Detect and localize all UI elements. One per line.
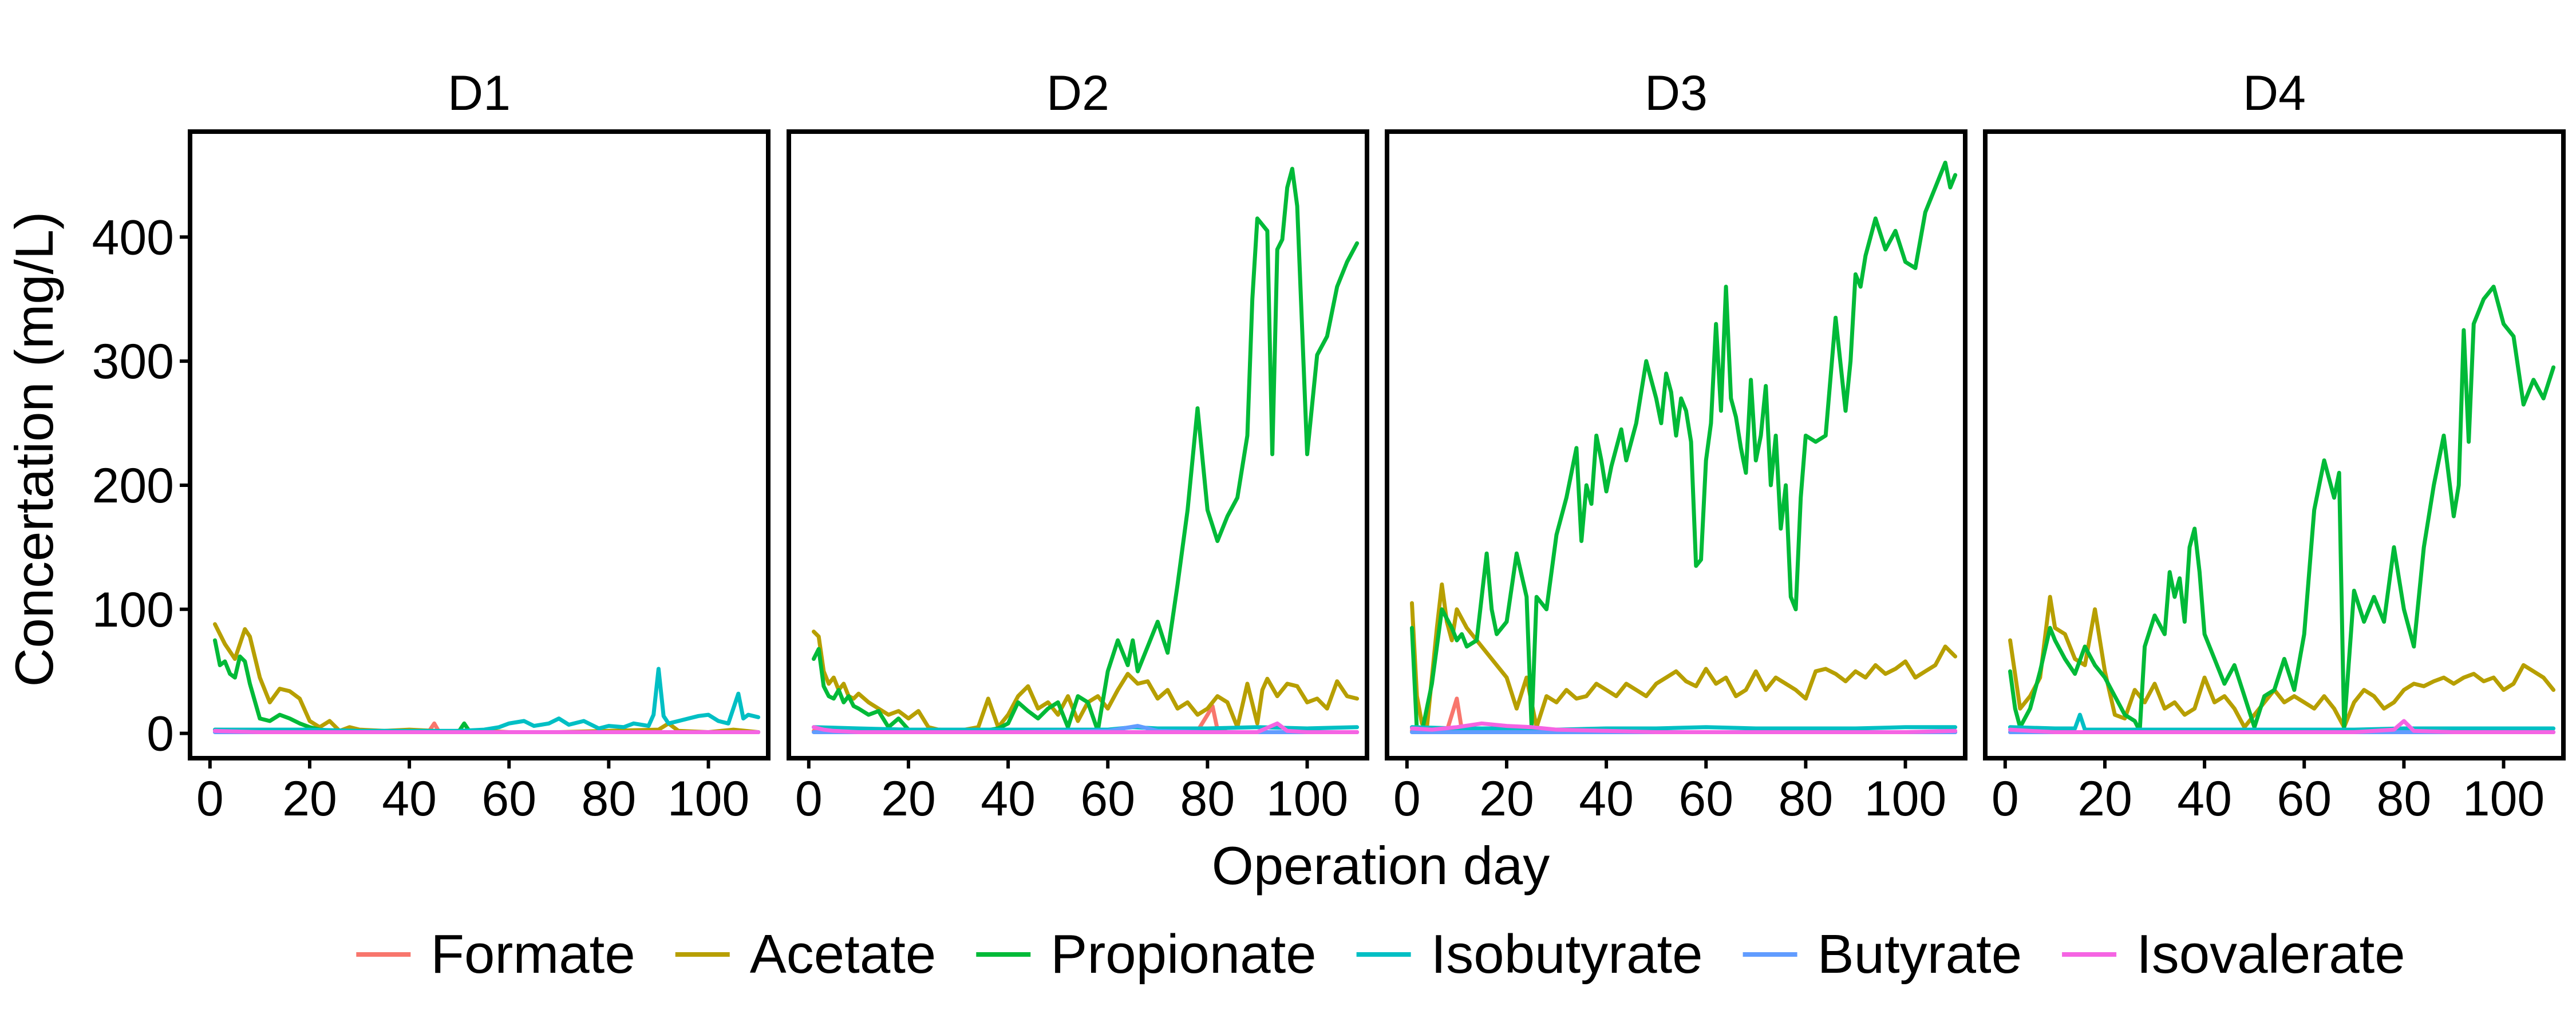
legend-label: Butyrate (1818, 924, 2022, 985)
x-tick-label: 60 (1080, 771, 1135, 826)
series-line-acetate (213, 622, 761, 734)
y-tick-label: 100 (92, 583, 175, 637)
panel-frame (787, 129, 1369, 760)
x-tick-label: 80 (1180, 771, 1235, 826)
x-tick-label: 40 (981, 771, 1036, 826)
panel-d2: D2 0 20 40 60 80 100 (787, 66, 1369, 826)
legend-item-acetate: Acetate (675, 924, 937, 985)
legend-label: Isobutyrate (1431, 924, 1703, 985)
panel-d1: D1 0 20 40 60 80 100 0 100 200 300 400 (92, 66, 771, 826)
x-tick-label: 100 (1266, 771, 1349, 826)
legend-label: Isovalerate (2136, 924, 2405, 985)
panel-d3: D3 0 20 40 60 80 100 (1385, 66, 1967, 826)
y-axis-label: Concertation (mg/L) (4, 212, 64, 687)
series-line-propionate (812, 167, 1360, 734)
x-tick-label: 0 (1393, 771, 1421, 826)
panel-d4: D4 0 20 40 60 80 100 (1983, 66, 2566, 826)
panel-frame (1983, 129, 2566, 760)
series-line-acetate (2008, 595, 2556, 730)
x-tick-label: 60 (481, 771, 536, 826)
legend-item-propionate: Propionate (976, 924, 1317, 985)
y-tick-label: 400 (92, 210, 175, 265)
series-line-isovalerate (812, 721, 1360, 734)
x-axis-label: Operation day (1212, 835, 1550, 896)
x-tick-label: 100 (667, 771, 750, 826)
x-tick-label: 40 (382, 771, 437, 826)
x-tick-label: 40 (2177, 771, 2232, 826)
x-tick-label: 100 (1864, 771, 1947, 826)
x-tick-label: 0 (1992, 771, 2019, 826)
legend-item-formate: Formate (356, 924, 635, 985)
legend-label: Propionate (1050, 924, 1316, 985)
x-tick-label: 80 (1779, 771, 1834, 826)
x-tick-label: 60 (2277, 771, 2332, 826)
x-tick-label: 20 (2077, 771, 2132, 826)
panel-title: D2 (1046, 66, 1109, 121)
y-tick-label: 200 (92, 458, 175, 513)
x-tick-label: 100 (2463, 771, 2545, 826)
series-line-propionate (1410, 160, 1958, 734)
series-line-acetate (812, 629, 1360, 733)
x-tick-label: 40 (1579, 771, 1634, 826)
x-tick-label: 20 (1479, 771, 1534, 826)
panel-frame (1385, 129, 1967, 760)
panel-title: D4 (2243, 66, 2306, 121)
series-line-acetate (1410, 582, 1958, 730)
y-tick-label: 300 (92, 334, 175, 389)
series-line-propionate (213, 638, 761, 734)
legend-item-isobutyrate: Isobutyrate (1356, 924, 1703, 985)
series-line-isobutyrate (2008, 712, 2556, 732)
x-tick-label: 0 (795, 771, 823, 826)
x-tick-label: 60 (1678, 771, 1733, 826)
x-tick-label: 80 (2377, 771, 2432, 826)
y-tick-label: 0 (147, 707, 174, 762)
legend-item-isovalerate: Isovalerate (2062, 924, 2405, 985)
series-line-isovalerate (213, 728, 761, 734)
x-tick-label: 20 (881, 771, 936, 826)
x-tick-label: 0 (196, 771, 224, 826)
x-tick-label: 80 (582, 771, 637, 826)
panel-frame (188, 129, 771, 760)
legend-label: Acetate (750, 924, 937, 985)
legend-item-butyrate: Butyrate (1743, 924, 2022, 985)
legend-label: Formate (430, 924, 635, 985)
x-tick-label: 20 (282, 771, 337, 826)
series-line-isobutyrate (1410, 725, 1958, 732)
panel-title: D3 (1645, 66, 1708, 121)
chart-legend: Formate Acetate Propionate Isobutyrate Butyr… (356, 924, 2405, 985)
panel-title: D1 (448, 66, 511, 121)
series-line-isovalerate (2008, 719, 2556, 734)
series-line-propionate (2008, 284, 2556, 733)
series-line-isovalerate (1410, 721, 1958, 734)
